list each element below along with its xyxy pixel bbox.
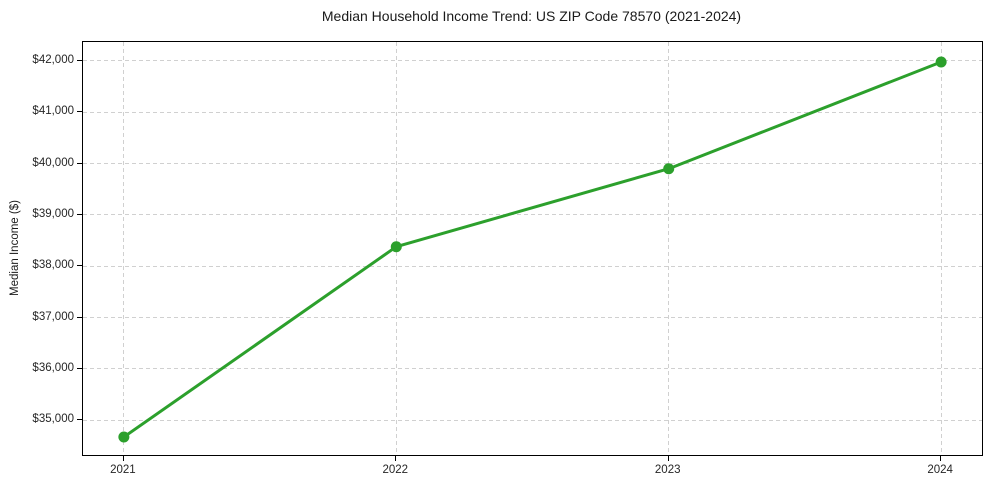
y-axis-tick	[77, 419, 82, 421]
y-tick-label: $35,000	[32, 413, 74, 426]
gridline-horizontal	[83, 265, 982, 267]
data-point	[935, 56, 947, 68]
chart-title: Median Household Income Trend: US ZIP Co…	[321, 8, 742, 24]
gridline-horizontal	[83, 317, 982, 318]
gridline-vertical	[668, 42, 670, 455]
data-point	[390, 241, 402, 253]
y-tick-label: $36,000	[32, 361, 74, 374]
x-tick-label: 2024	[927, 464, 953, 476]
y-axis-tick	[77, 111, 82, 113]
x-axis-tick	[122, 456, 124, 461]
trend-line-svg	[118, 56, 947, 443]
gridline-vertical	[940, 42, 942, 455]
y-tick-label: $42,000	[32, 53, 74, 66]
y-axis-tick	[77, 162, 82, 164]
y-axis-tick	[77, 213, 82, 215]
gridline-horizontal	[83, 60, 982, 62]
data-point	[663, 163, 675, 175]
y-tick-label: $38,000	[32, 259, 74, 272]
x-tick-label: 2022	[382, 464, 409, 476]
data-point	[118, 431, 130, 443]
x-axis-tick	[940, 456, 942, 461]
y-axis-tick	[77, 316, 82, 318]
y-axis-tick	[77, 367, 82, 369]
y-axis-tick	[77, 265, 82, 267]
x-axis-tick	[395, 456, 397, 461]
x-tick-label: 2023	[654, 464, 681, 476]
x-tick-label: 2021	[110, 464, 136, 476]
y-tick-label: $41,000	[32, 105, 74, 118]
y-tick-label: $40,000	[32, 156, 74, 169]
y-tick-label: $37,000	[32, 310, 74, 323]
gridline-horizontal	[83, 419, 982, 421]
x-axis-tick	[667, 456, 669, 461]
gridline-horizontal	[83, 163, 982, 165]
gridline-vertical	[123, 42, 125, 455]
y-axis-tick	[77, 59, 82, 61]
gridline-horizontal	[83, 368, 982, 370]
trend-line	[122, 60, 943, 439]
y-tick-label: $39,000	[32, 207, 74, 220]
plot-area	[82, 41, 983, 456]
gridline-horizontal	[83, 111, 982, 113]
gridline-horizontal	[83, 214, 982, 216]
